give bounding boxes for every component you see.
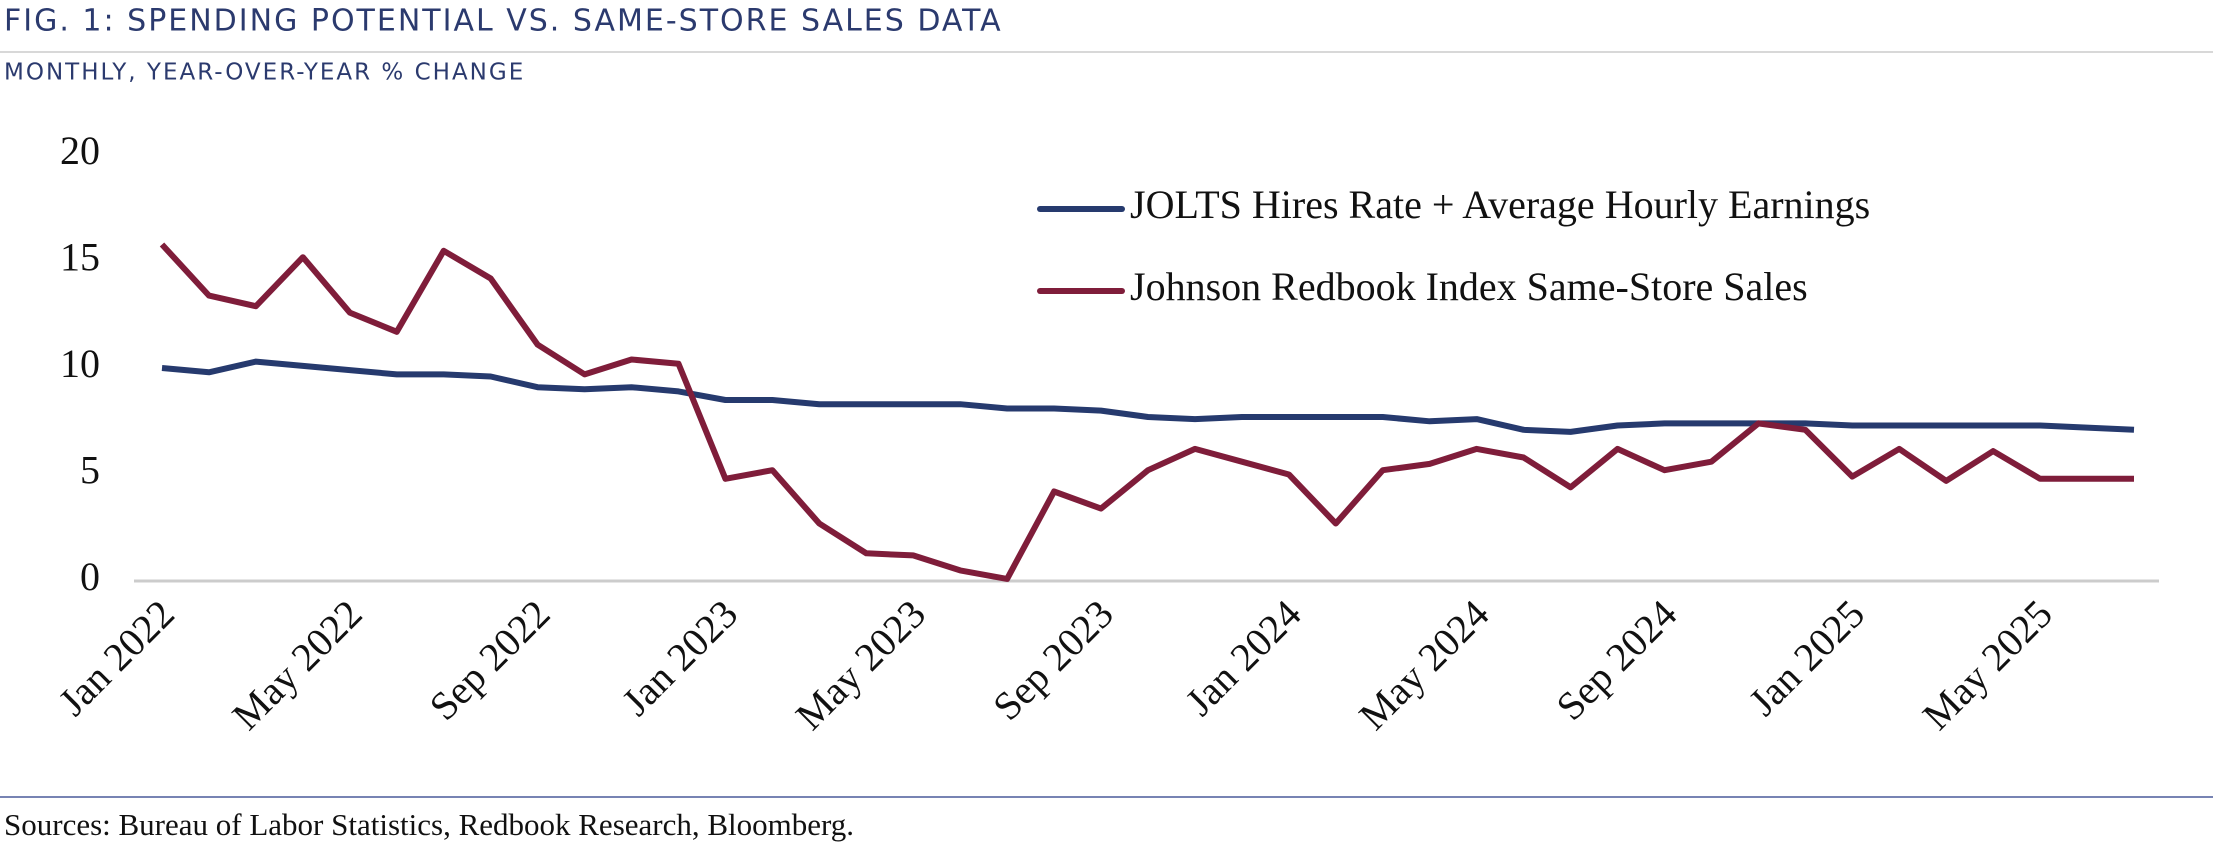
x-tick-label: Sep 2023	[984, 591, 1122, 729]
legend-label: JOLTS Hires Rate + Average Hourly Earnin…	[1130, 182, 1870, 227]
x-tick-label: Sep 2022	[421, 591, 559, 729]
series-line	[159, 242, 2134, 582]
y-tick-label: 15	[60, 235, 100, 280]
series-line	[161, 358, 2135, 435]
y-tick-label: 5	[80, 448, 100, 493]
y-tick-label: 0	[80, 554, 100, 599]
y-tick-label: 10	[60, 341, 100, 386]
x-tick-label: Sep 2024	[1547, 591, 1685, 729]
x-tick-label: May 2024	[1350, 591, 1497, 738]
x-tick-label: May 2025	[1914, 591, 2061, 738]
chart-title: FIG. 1: SPENDING POTENTIAL VS. SAME-STOR…	[4, 4, 1003, 39]
x-tick-label: Jan 2023	[613, 591, 746, 724]
chart-subtitle: MONTHLY, YEAR-OVER-YEAR % CHANGE	[4, 60, 525, 86]
source: Sources: Bureau of Labor Statistics, Red…	[4, 807, 854, 842]
x-tick-label: Jan 2022	[50, 591, 183, 724]
x-tick-label: Jan 2024	[1177, 591, 1310, 724]
x-tick-label: Jan 2025	[1740, 591, 1873, 724]
x-tick-label: May 2023	[787, 591, 934, 738]
y-tick-label: 20	[60, 128, 100, 173]
legend-label: Johnson Redbook Index Same-Store Sales	[1130, 264, 1808, 309]
x-tick-label: May 2022	[223, 591, 370, 738]
